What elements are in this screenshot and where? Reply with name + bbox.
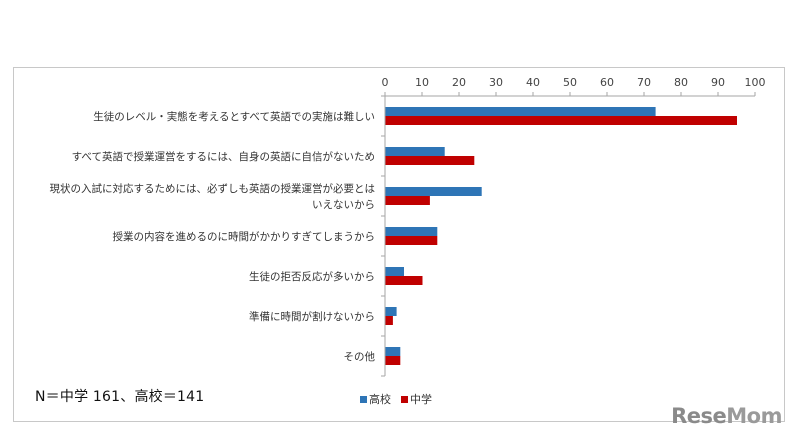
- category-label: 生徒のレベル・実態を考えるとすべて英語での実施は難しい: [93, 110, 375, 123]
- category-label: 準備に時間が割けないから: [249, 310, 375, 323]
- legend-label: 高校: [369, 393, 391, 406]
- bar-chugaku-1: [385, 156, 475, 165]
- bar-koukou-4: [385, 267, 404, 276]
- x-tick-label: 30: [489, 76, 503, 89]
- x-tick-label: 40: [526, 76, 540, 89]
- bar-koukou-2: [385, 187, 482, 196]
- legend-swatch: [401, 395, 408, 403]
- chart-frame: 0 10 20 30 40 50 60 70 80 90 100 生徒のレベル・実態を考えるとすべて英…: [13, 67, 785, 422]
- category-label: 生徒の拒否反応が多いから: [249, 270, 375, 283]
- x-tick-label: 80: [674, 76, 688, 89]
- bar-koukou-3: [385, 227, 438, 236]
- category-label: すべて英語で授業運営をするには、自身の英語に自信がないため: [72, 150, 375, 163]
- x-tick-label: 50: [563, 76, 577, 89]
- bar-chugaku-2: [385, 196, 430, 205]
- legend-item-series-0: 高校: [360, 391, 391, 407]
- bar-chart: 0 10 20 30 40 50 60 70 80 90 100 生徒のレベル・実態を考えるとすべて英…: [50, 76, 766, 377]
- x-tick-label: 10: [415, 76, 429, 89]
- bar-chugaku-4: [385, 276, 423, 285]
- category-label: いえないから: [312, 199, 375, 211]
- sample-size-note: N＝中学 161、高校＝141: [35, 389, 205, 405]
- x-tick-label: 70: [637, 76, 651, 89]
- category-label: その他: [344, 350, 376, 363]
- legend-item-series-1: 中学: [401, 391, 432, 407]
- x-tick-label: 20: [452, 76, 466, 89]
- chart-legend: 高校 中学: [360, 391, 432, 407]
- bar-chugaku-0: [385, 116, 737, 125]
- category-label: 現状の入試に対応するためには、必ずしも英語の授業運営が必要とは: [50, 182, 376, 195]
- category-label: 授業の内容を進めるのに時間がかかりすぎてしまうから: [113, 230, 376, 243]
- x-tick-label: 0: [382, 76, 389, 89]
- bar-chugaku-6: [385, 356, 401, 365]
- resemom-logo: ReseMom: [671, 404, 782, 428]
- bar-chugaku-5: [385, 316, 393, 325]
- bar-chugaku-3: [385, 236, 438, 245]
- x-tick-label: 100: [745, 76, 766, 89]
- bar-koukou-0: [385, 107, 656, 116]
- x-tick-label: 90: [711, 76, 725, 89]
- legend-swatch: [360, 395, 367, 403]
- x-tick-label: 60: [600, 76, 614, 89]
- bar-koukou-6: [385, 347, 401, 356]
- legend-label: 中学: [410, 393, 432, 406]
- bar-koukou-5: [385, 307, 397, 316]
- bar-koukou-1: [385, 147, 445, 156]
